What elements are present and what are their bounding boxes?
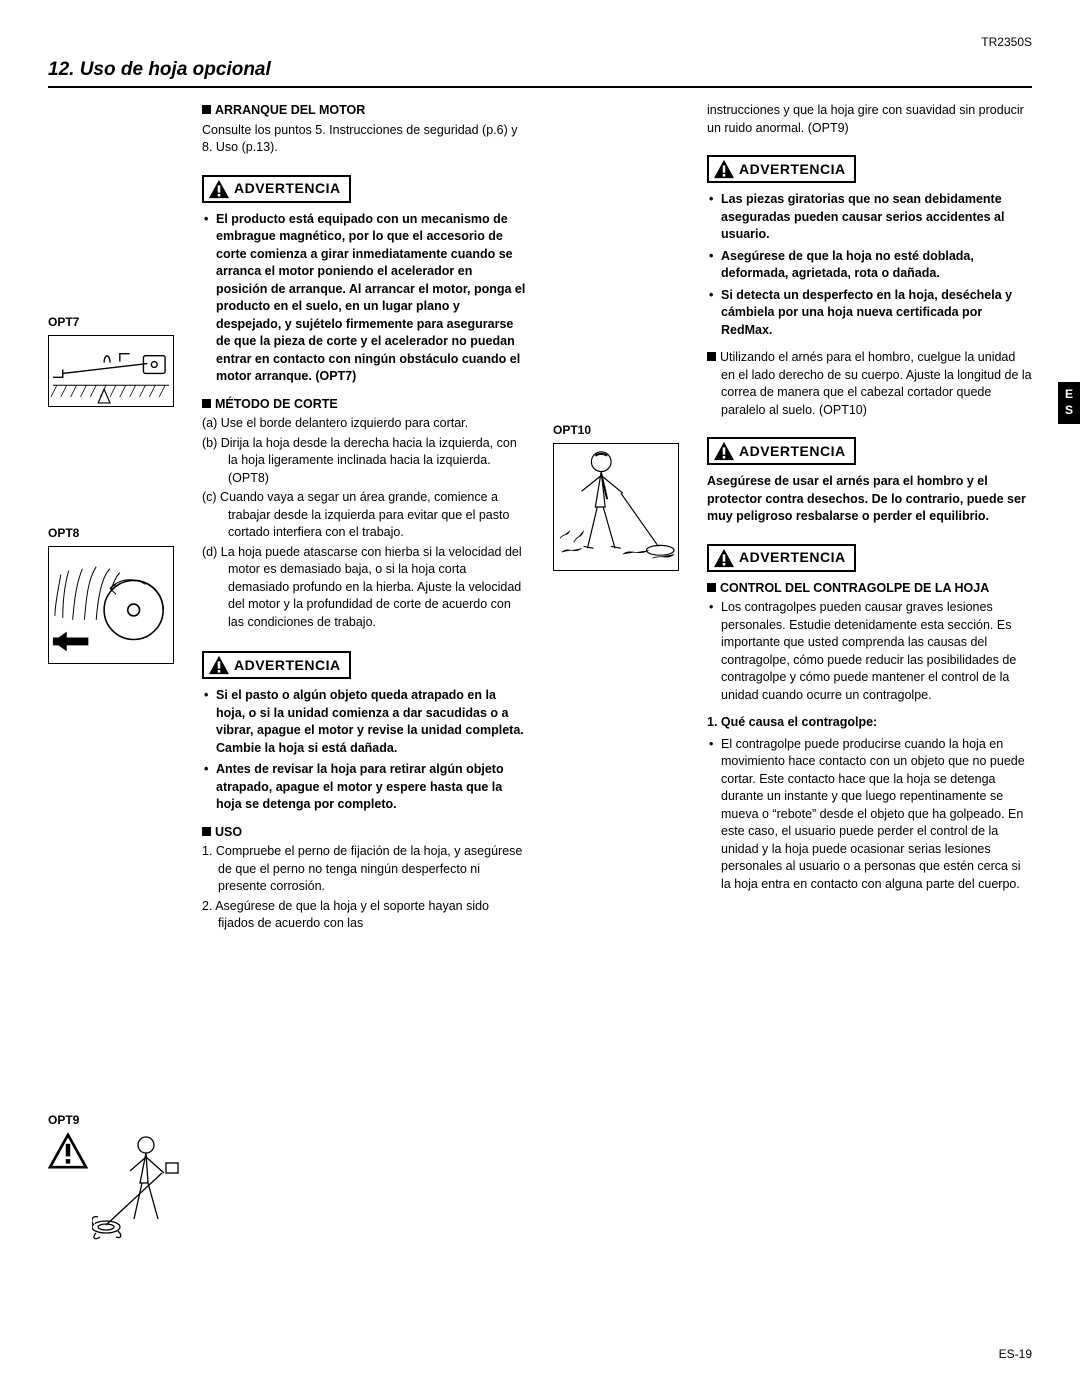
figure-opt8: OPT8 [48, 525, 192, 664]
tab-line1: E [1058, 387, 1080, 403]
figure-box-opt10 [553, 443, 679, 571]
heading-uso: USO [202, 824, 527, 842]
heading-arranque: ARRANQUE DEL MOTOR [202, 102, 527, 120]
warning-triangle-icon [48, 1133, 88, 1175]
figure-opt7: OPT7 [48, 314, 192, 407]
tab-line2: S [1058, 403, 1080, 419]
opt8-illustration [49, 547, 173, 663]
metodo-d: (d) La hoja puede atascarse con hierba s… [202, 544, 527, 632]
text-column-2: instrucciones y que la hoja gire con sua… [707, 102, 1032, 1268]
warning-label: ADVERTENCIA [739, 548, 846, 568]
warning3-list: Las piezas giratorias que no sean debida… [707, 191, 1032, 339]
warning-icon [713, 441, 735, 461]
section-number: 12. [48, 59, 74, 80]
para-arnes: Utilizando el arnés para el hombro, cuel… [707, 349, 1032, 419]
language-tab: E S [1058, 382, 1080, 424]
warning-icon [713, 159, 735, 179]
warning3-item1: Las piezas giratorias que no sean debida… [707, 191, 1032, 244]
warning-box-5: ADVERTENCIA [707, 544, 856, 572]
control-item1: Los contragolpes pueden causar graves le… [707, 599, 1032, 704]
warning2-item1: Si el pasto o algún objeto queda atrapad… [202, 687, 527, 757]
warning1-item1: El producto está equipado con un mecanis… [202, 211, 527, 386]
section-title: 12. Uso de hoja opcional [48, 57, 1032, 89]
uso-2: 2. Asegúrese de que la hoja y el soporte… [202, 898, 527, 933]
warning4-para: Asegúrese de usar el arnés para el hombr… [707, 473, 1032, 526]
warning-label: ADVERTENCIA [234, 179, 341, 199]
warning-label: ADVERTENCIA [739, 442, 846, 462]
figure-box-opt9 [92, 1133, 192, 1241]
figure-box-opt7 [48, 335, 174, 407]
opt10-illustration [554, 444, 678, 570]
para-arranque: Consulte los puntos 5. Instrucciones de … [202, 122, 527, 157]
warning1-list: El producto está equipado con un mecanis… [202, 211, 527, 386]
heading-control: CONTROL DEL CONTRAGOLPE DE LA HOJA [707, 580, 1032, 598]
page-footer: ES-19 [999, 1346, 1032, 1363]
section-name: Uso de hoja opcional [80, 59, 271, 80]
figure-opt9: OPT9 [48, 1112, 192, 1241]
warning2-list: Si el pasto o algún objeto queda atrapad… [202, 687, 527, 814]
figure-opt10: OPT10 [553, 422, 697, 571]
warning-icon [208, 655, 230, 675]
que-causa-heading: 1. Qué causa el contragolpe: [707, 714, 1032, 732]
warning-box-4: ADVERTENCIA [707, 437, 856, 465]
warning-box-2: ADVERTENCIA [202, 651, 351, 679]
control-list: Los contragolpes pueden causar graves le… [707, 599, 1032, 704]
que-causa-item1: El contragolpe puede producirse cuando l… [707, 736, 1032, 894]
metodo-b: (b) Dirija la hoja desde la derecha haci… [202, 435, 527, 488]
warning3-item2: Asegúrese de que la hoja no esté doblada… [707, 248, 1032, 283]
warning-box-3: ADVERTENCIA [707, 155, 856, 183]
metodo-c: (c) Cuando vaya a segar un área grande, … [202, 489, 527, 542]
opt7-illustration [49, 336, 173, 407]
warning-box-1: ADVERTENCIA [202, 175, 351, 203]
para-top-continuation: instrucciones y que la hoja gire con sua… [707, 102, 1032, 137]
figure-label-opt10: OPT10 [553, 422, 697, 439]
metodo-a: (a) Use el borde delantero izquierdo par… [202, 415, 527, 433]
page-columns: OPT7 [48, 102, 1032, 1268]
model-number: TR2350S [48, 34, 1032, 51]
figure-label-opt8: OPT8 [48, 525, 192, 542]
figure-column-right: OPT10 [553, 102, 707, 1268]
text-column-1: ARRANQUE DEL MOTOR Consulte los puntos 5… [202, 102, 553, 1268]
que-causa-list: El contragolpe puede producirse cuando l… [707, 736, 1032, 894]
warning-icon [713, 548, 735, 568]
heading-metodo: MÉTODO DE CORTE [202, 396, 527, 414]
warning-label: ADVERTENCIA [234, 656, 341, 676]
opt9-illustration [92, 1133, 192, 1241]
figure-column-left: OPT7 [48, 102, 202, 1268]
warning3-item3: Si detecta un desperfecto en la hoja, de… [707, 287, 1032, 340]
figure-box-opt8 [48, 546, 174, 664]
figure-label-opt9: OPT9 [48, 1112, 192, 1129]
uso-1: 1. Compruebe el perno de fijación de la … [202, 843, 527, 896]
warning2-item2: Antes de revisar la hoja para retirar al… [202, 761, 527, 814]
warning-label: ADVERTENCIA [739, 160, 846, 180]
warning-icon [208, 179, 230, 199]
figure-label-opt7: OPT7 [48, 314, 192, 331]
